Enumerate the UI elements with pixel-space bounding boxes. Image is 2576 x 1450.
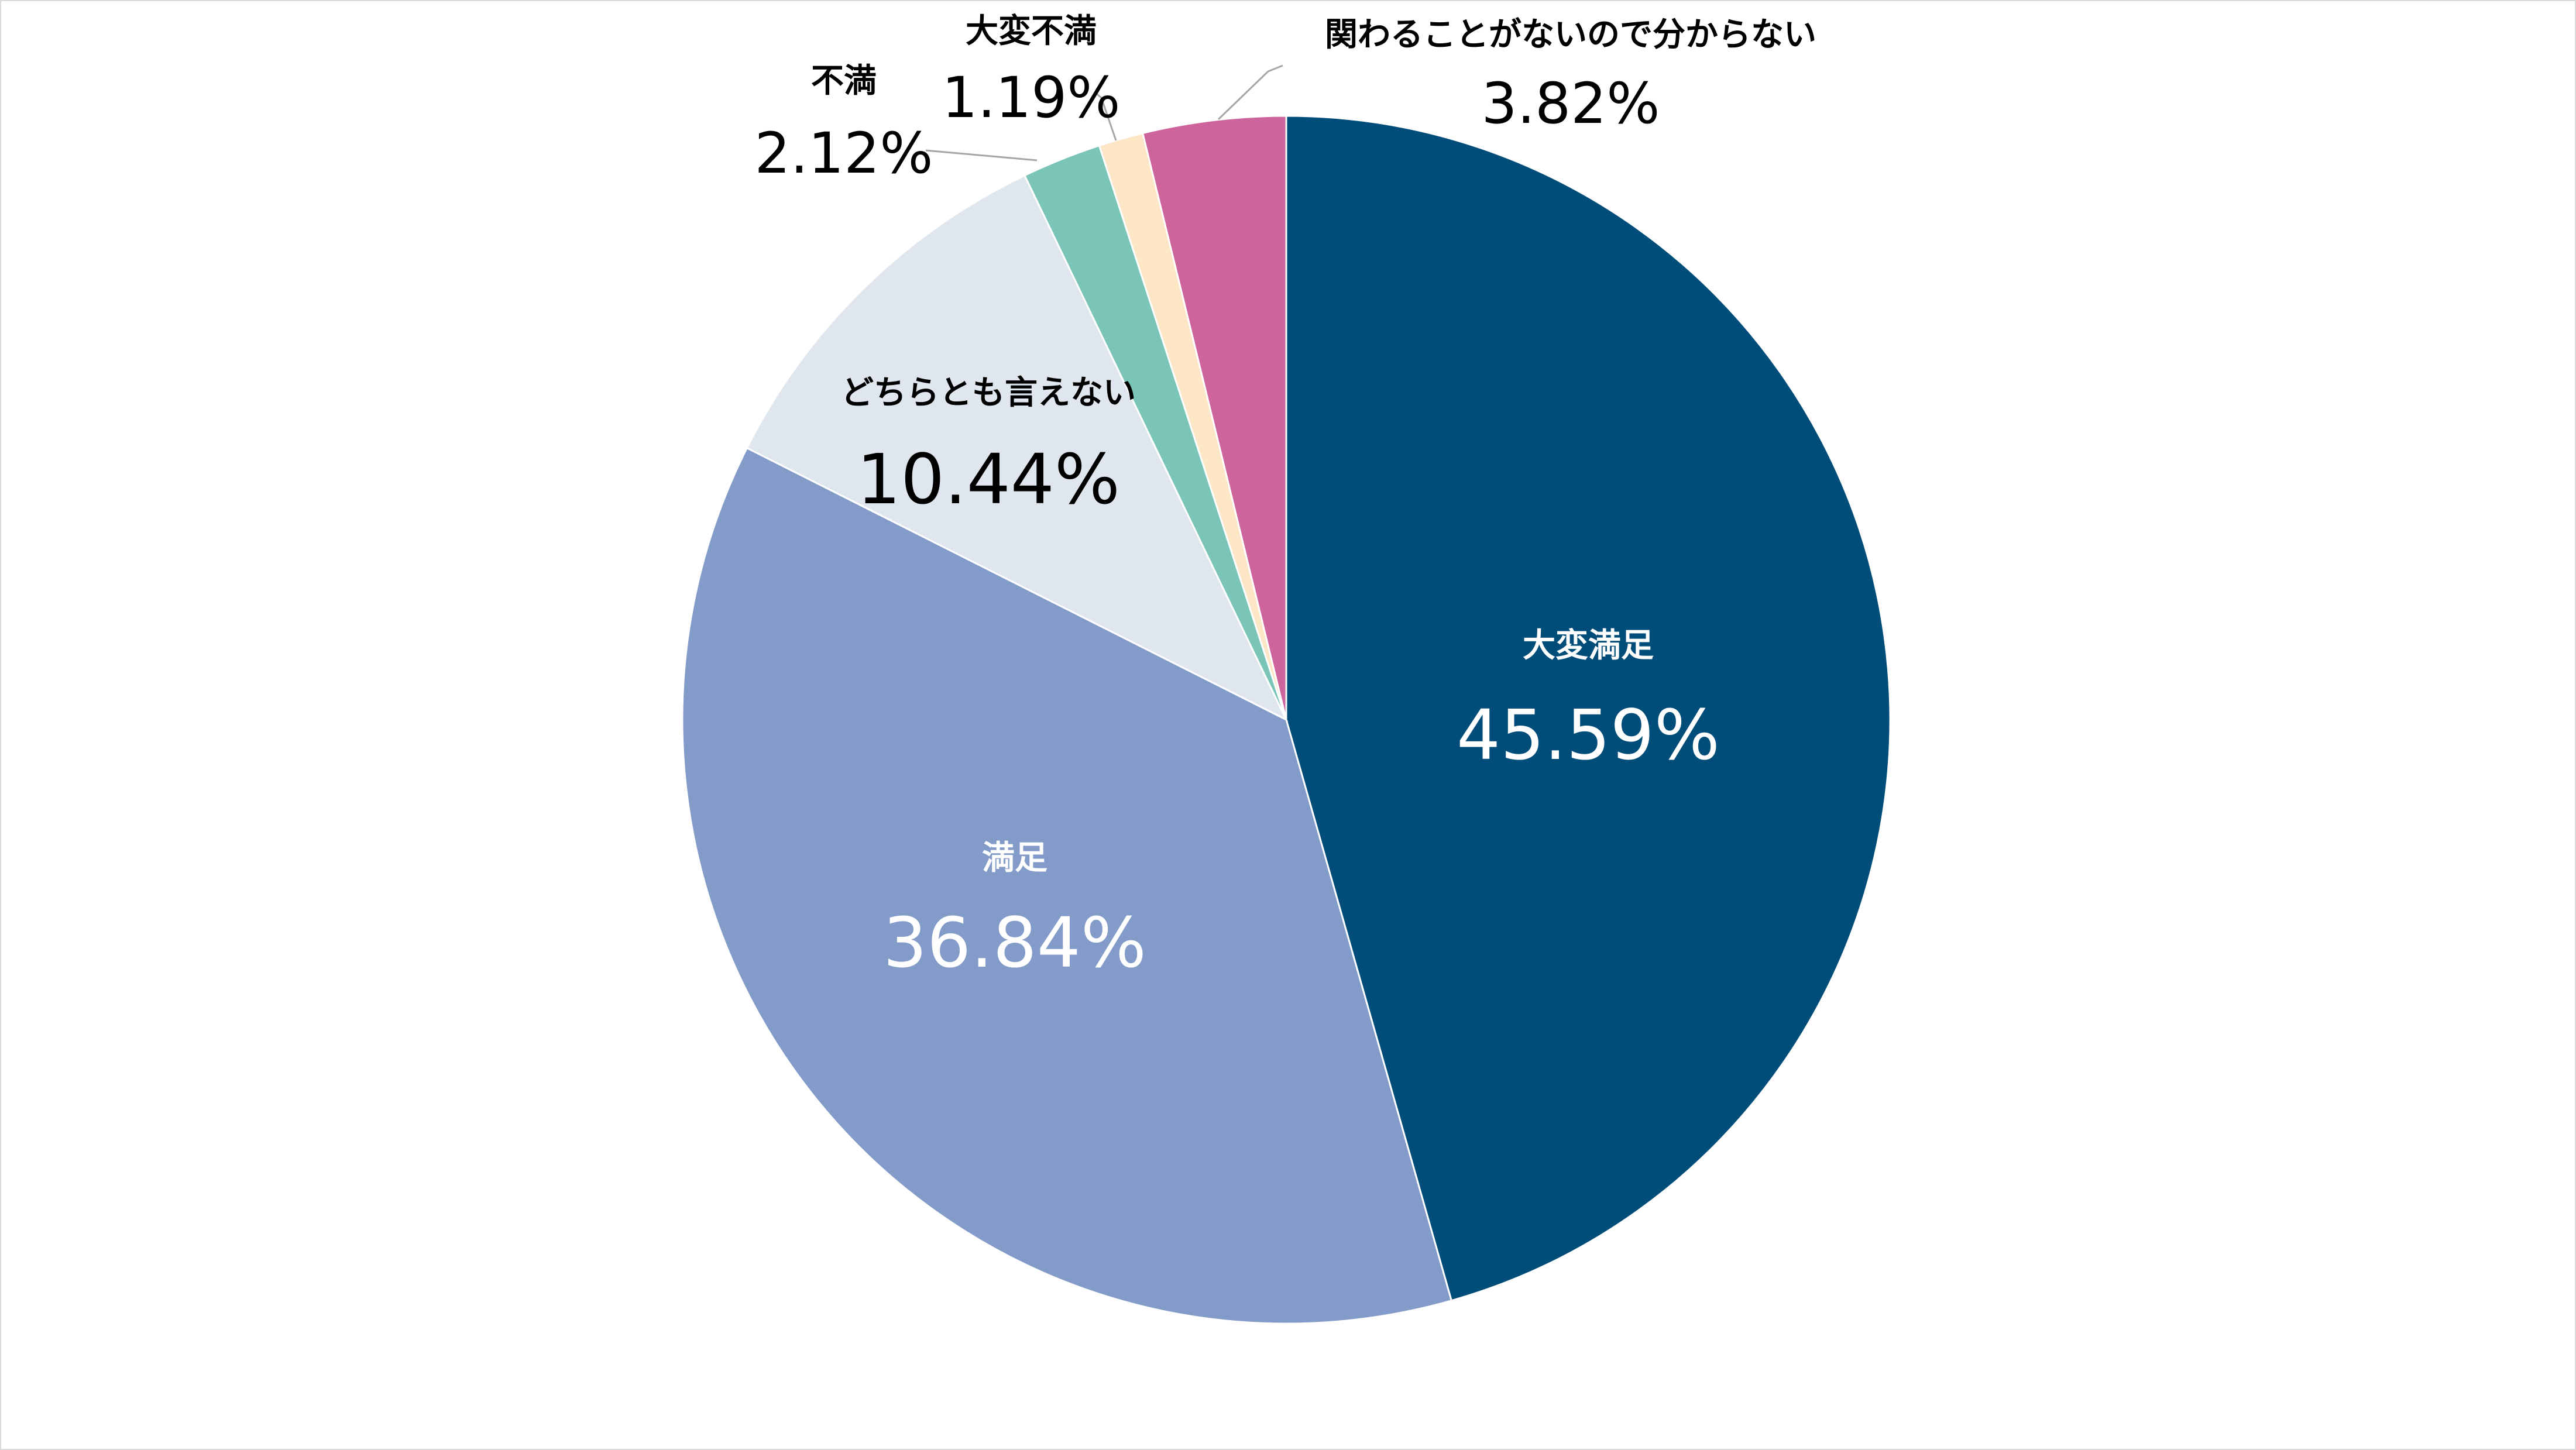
slice-category-label: 大変満足 bbox=[1523, 627, 1654, 665]
leader-lines bbox=[925, 64, 1283, 162]
pie-slice-6 bbox=[1141, 115, 1287, 720]
slice-category-label: 関わることがないので分からない bbox=[1325, 16, 1816, 54]
slice-percent-label: 10.44% bbox=[857, 439, 1120, 520]
slice-category-label: 大変不満 bbox=[966, 12, 1097, 50]
leader-line-4 bbox=[925, 149, 1038, 162]
slice-percent-label: 2.12% bbox=[755, 121, 933, 186]
pie-slice-2 bbox=[681, 446, 1453, 1325]
slice-percent-label: 36.84% bbox=[883, 902, 1146, 983]
leader-line-6 bbox=[1217, 64, 1283, 121]
slice-labels: 大変満足 45.59% 満足 36.84% どちらとも言えない 10.44% 不満 2.12%… bbox=[755, 12, 1816, 983]
slice-percent-label: 3.82% bbox=[1482, 71, 1660, 136]
pie-slices bbox=[681, 115, 1891, 1325]
slice-percent-label: 45.59% bbox=[1457, 695, 1720, 775]
slice-category-label: 満足 bbox=[982, 839, 1047, 877]
slice-category-label: どちらとも言えない bbox=[841, 374, 1136, 412]
slice-category-label: 不満 bbox=[811, 62, 877, 100]
slice-percent-label: 1.19% bbox=[942, 65, 1121, 130]
pie-slice-3 bbox=[746, 174, 1289, 722]
leader-line-5 bbox=[1094, 91, 1117, 141]
pie-slice-1 bbox=[1285, 115, 1891, 1302]
